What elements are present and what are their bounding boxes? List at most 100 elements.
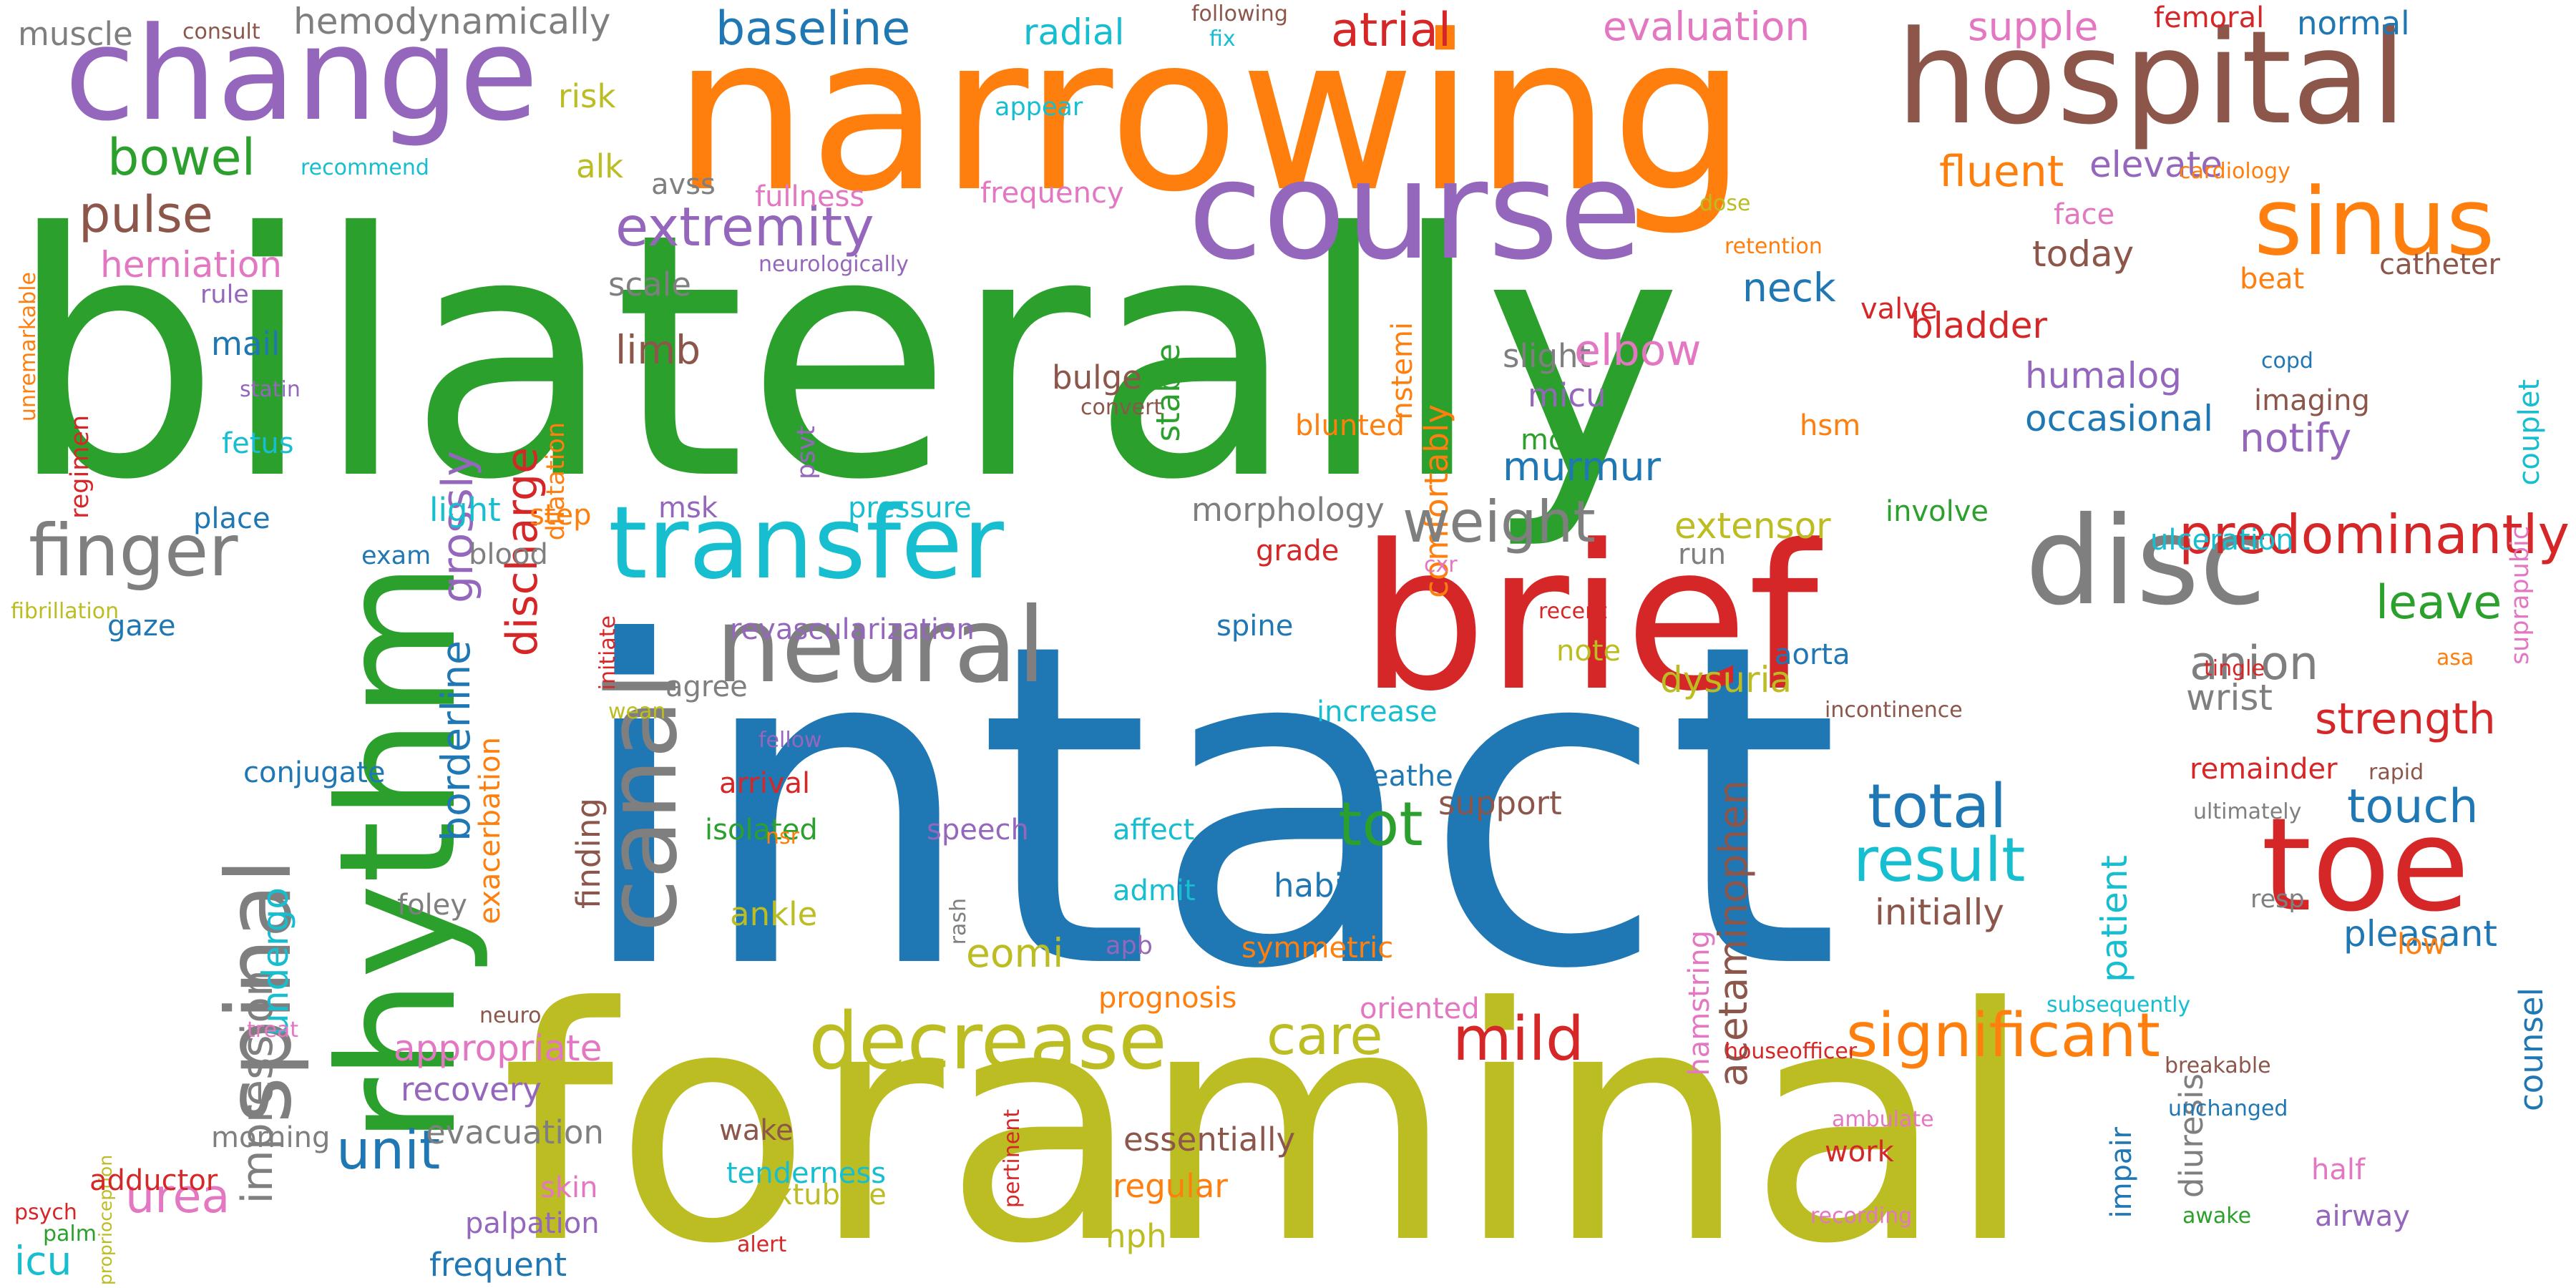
cloud-word: asa <box>2436 645 2474 670</box>
cloud-word: exam <box>361 542 431 570</box>
cloud-word: light <box>429 491 501 529</box>
cloud-word: evaluation <box>1603 4 1810 49</box>
cloud-word: neural <box>716 585 1046 706</box>
cloud-word: houseofficer <box>1724 1039 1858 1064</box>
cloud-word: ultimately <box>2193 799 2302 824</box>
cloud-word: blood <box>469 538 548 571</box>
cloud-word: micu <box>1528 376 1606 414</box>
cloud-word: anion <box>2190 637 2319 691</box>
cloud-word: essentially <box>1123 1121 1296 1158</box>
cloud-word: fullness <box>755 180 865 213</box>
cloud-word: ulceration <box>2150 524 2294 557</box>
cloud-word: foraminal <box>501 940 2035 1288</box>
cloud-word: subsequently <box>2046 992 2191 1018</box>
cloud-word: low <box>2397 928 2446 961</box>
cloud-word: spine <box>1216 610 1294 643</box>
cloud-word: rapid <box>2368 760 2424 785</box>
cloud-word: narrowing <box>673 0 1747 239</box>
cloud-word: appear <box>995 93 1083 122</box>
cloud-word: catheter <box>2379 248 2500 281</box>
cloud-word: leave <box>2376 576 2502 630</box>
cloud-word: unremarkable <box>16 271 41 422</box>
cloud-word: stable <box>1149 343 1187 442</box>
cloud-word: patient <box>2094 854 2135 982</box>
cloud-word: initially <box>1875 892 2004 933</box>
cloud-word: wean <box>608 699 666 724</box>
cloud-word: tenderness <box>726 1157 887 1190</box>
cloud-word: hospital <box>1896 4 2407 153</box>
cloud-word: hemodynamically <box>293 1 611 42</box>
cloud-word: face <box>2054 198 2115 231</box>
cloud-word: elevate <box>2089 144 2223 185</box>
cloud-word: appropriate <box>394 1028 602 1069</box>
cloud-word: icu <box>14 1238 72 1284</box>
cloud-word: wrist <box>2186 677 2273 718</box>
cloud-word: admit <box>1113 874 1196 907</box>
cloud-word: valve <box>1860 293 1938 326</box>
cloud-word: total <box>1868 771 2007 842</box>
cloud-word: extremity <box>615 195 874 258</box>
cloud-word: rule <box>200 280 249 309</box>
cloud-word: blunted <box>1295 409 1405 442</box>
cloud-word: mail <box>211 325 280 363</box>
cloud-word: herniation <box>100 244 283 286</box>
cloud-word: pertinent <box>1000 1108 1025 1209</box>
cloud-word: following <box>1191 1 1288 26</box>
cloud-word: nsr <box>766 824 799 849</box>
cloud-word: prognosis <box>1098 982 1237 1015</box>
cloud-word: move <box>1521 424 1601 457</box>
cloud-word: atrial <box>1331 4 1451 57</box>
cloud-word: revascularization <box>730 613 975 646</box>
cloud-word: airway <box>2315 1200 2410 1233</box>
cloud-word: arrival <box>719 767 811 800</box>
cloud-word: isolated <box>705 814 818 847</box>
cloud-word: psvt <box>792 425 821 479</box>
cloud-word: breathe <box>1342 760 1453 793</box>
cloud-word: fetus <box>222 427 294 460</box>
cloud-word: morning <box>211 1121 331 1154</box>
cloud-word: frequent <box>429 1246 567 1284</box>
cloud-word: intact <box>572 550 1841 1066</box>
cloud-word: finding <box>570 797 608 909</box>
cloud-word: regimen <box>66 414 94 519</box>
cloud-word: bulge <box>1052 358 1142 396</box>
cloud-word: significant <box>1846 1000 2160 1071</box>
cloud-word: notify <box>2240 415 2352 461</box>
cloud-word: sinus <box>2254 167 2495 276</box>
cloud-word: change <box>64 0 539 150</box>
cloud-word: alert <box>737 1232 787 1257</box>
cloud-word: note <box>1556 635 1621 668</box>
cloud-word: muscle <box>18 15 133 53</box>
cloud-word: msk <box>658 492 718 525</box>
cloud-word: psych <box>14 1200 77 1225</box>
cloud-word: slight <box>1503 337 1591 375</box>
cloud-word: counsel <box>2512 987 2550 1111</box>
cloud-word: exacerbation <box>474 736 507 924</box>
cloud-word: recording <box>1810 1204 1913 1229</box>
cloud-word: tot <box>1338 789 1423 860</box>
cloud-word: incontinence <box>1825 698 1963 723</box>
cloud-word: bowel <box>107 128 256 187</box>
cloud-word: radial <box>1023 11 1125 53</box>
cloud-word: toe <box>2261 791 2470 940</box>
cloud-word: pulse <box>79 185 213 244</box>
cloud-word: occasional <box>2025 398 2213 439</box>
cloud-word: speech <box>927 814 1029 847</box>
cloud-word: retention <box>1724 234 1823 259</box>
cloud-word: weight <box>1402 489 1596 555</box>
cloud-word: adductor <box>89 1164 218 1197</box>
cloud-word: limb <box>615 327 701 373</box>
cloud-word: care <box>1267 1004 1383 1067</box>
cloud-word: elbow <box>1574 326 1702 376</box>
cloud-word: recommend <box>301 155 429 180</box>
cloud-word: support <box>1438 784 1562 822</box>
cloud-word: recovery <box>401 1070 542 1108</box>
cloud-word: extubate <box>758 1179 887 1211</box>
cloud-word: grade <box>1256 535 1340 567</box>
cloud-word: transfer <box>608 485 1004 602</box>
cloud-word: run <box>1678 538 1727 571</box>
cloud-word: neurologically <box>758 252 909 277</box>
cloud-word: borderline <box>433 640 479 841</box>
cloud-word: extensor <box>1674 505 1831 547</box>
cloud-word: touch <box>2347 780 2479 834</box>
